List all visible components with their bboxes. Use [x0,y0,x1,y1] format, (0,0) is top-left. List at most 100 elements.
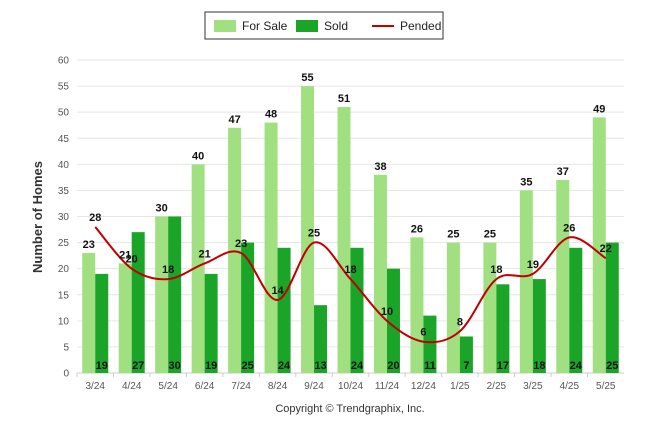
y-tick-label: 5 [63,342,69,353]
bars [82,86,619,373]
legend-swatch [214,20,236,32]
for-sale-label: 21 [119,249,131,261]
for-sale-label: 37 [557,166,569,178]
y-tick-label: 30 [58,212,70,223]
x-tick-label: 11/24 [375,381,400,392]
for-sale-label: 25 [484,229,496,241]
sold-label: 17 [497,360,509,372]
sold-label: 7 [463,360,469,372]
pended-label: 21 [199,248,211,260]
y-tick-label: 40 [58,160,70,171]
x-tick-label: 4/24 [122,381,142,392]
y-tick-label: 55 [58,82,70,93]
for-sale-bar [556,179,570,373]
pended-line [94,226,607,344]
pended-label: 26 [563,222,575,234]
y-tick-label: 15 [58,290,70,301]
for-sale-bar [155,216,169,373]
sold-label: 18 [533,360,545,372]
pended-series-line [94,226,607,344]
x-tick-label: 2/25 [487,381,507,392]
for-sale-label: 49 [593,103,605,115]
x-tick-label: 9/24 [304,381,324,392]
for-sale-label: 35 [520,176,532,188]
x-axis: 3/24 4/24 5/24 6/24 7/24 8/24 9/24 10/24 11/24 12… [76,373,616,392]
y-tick-label: 60 [58,56,70,67]
pended-label: 8 [457,316,463,328]
sold-bar [277,247,291,373]
sold-bar [168,216,182,373]
y-axis-label: Number of Homes [30,161,45,273]
for-sale-bar [519,190,533,373]
for-sale-label: 47 [228,114,240,126]
y-tick-label: 25 [58,238,70,249]
copyright-text: Copyright © Trendgraphix, Inc. [275,403,424,415]
sold-bar [386,268,400,373]
pended-label: 19 [527,259,539,271]
pended-label: 22 [600,243,612,255]
pended-label: 14 [271,285,284,297]
legend-label: Pended [400,19,441,33]
legend-swatch [296,20,318,32]
sold-bar [204,273,218,373]
for-sale-label: 40 [192,150,204,162]
y-tick-label: 35 [58,186,70,197]
sold-label: 25 [241,360,253,372]
pended-label: 25 [308,228,320,240]
for-sale-label: 23 [83,239,95,251]
sold-label: 19 [96,360,108,372]
y-tick-label: 10 [58,316,70,327]
sold-bar [131,232,145,373]
pended-label: 18 [490,264,502,276]
for-sale-bar [337,106,351,373]
x-tick-label: 5/24 [158,381,178,392]
x-tick-label: 3/24 [85,381,105,392]
for-sale-bar [191,164,205,373]
for-sale-label: 48 [265,109,277,121]
sold-label: 24 [570,360,583,372]
x-tick-label: 7/24 [231,381,251,392]
for-sale-label: 38 [374,161,386,173]
sold-label: 11 [424,360,436,372]
for-sale-bar [483,242,497,373]
for-sale-label: 30 [156,203,168,215]
for-sale-label: 26 [411,223,423,235]
sold-label: 20 [387,360,399,372]
x-tick-label: 3/25 [523,381,543,392]
legend-label: For Sale [242,19,288,33]
legend: For Sale Sold Pended [204,11,444,40]
for-sale-label: 25 [447,229,459,241]
legend-box [204,11,444,40]
x-tick-label: 8/24 [268,381,288,392]
pended-label: 20 [126,254,138,266]
for-sale-bar [264,122,278,373]
pended-label: 18 [344,264,356,276]
sold-label: 19 [205,360,217,372]
y-tick-label: 45 [58,134,70,145]
for-sale-bar [446,242,460,373]
for-sale-label: 55 [301,72,313,84]
sold-bar [241,242,255,373]
sold-bar [605,242,619,373]
for-sale-bar [373,174,387,373]
sold-bar [459,336,473,373]
for-sale-bar [592,117,606,373]
for-sale-label: 51 [338,93,350,105]
legend-label: Sold [324,19,348,33]
sold-label: 25 [606,360,618,372]
sold-bar [95,273,109,373]
sold-bar [532,279,546,373]
y-axis: 0 5 10 15 20 25 30 35 40 45 50 55 60 [58,56,70,380]
sold-bar [314,305,328,373]
for-sale-bar [301,86,315,373]
sold-label: 30 [169,360,181,372]
x-tick-label: 4/25 [560,381,580,392]
x-tick-label: 6/24 [195,381,215,392]
sold-bar [569,247,583,373]
sold-bar [423,315,437,373]
pended-label: 18 [162,264,174,276]
x-tick-label: 5/25 [596,381,616,392]
x-tick-label: 12/24 [411,381,436,392]
y-tick-label: 20 [58,264,70,275]
